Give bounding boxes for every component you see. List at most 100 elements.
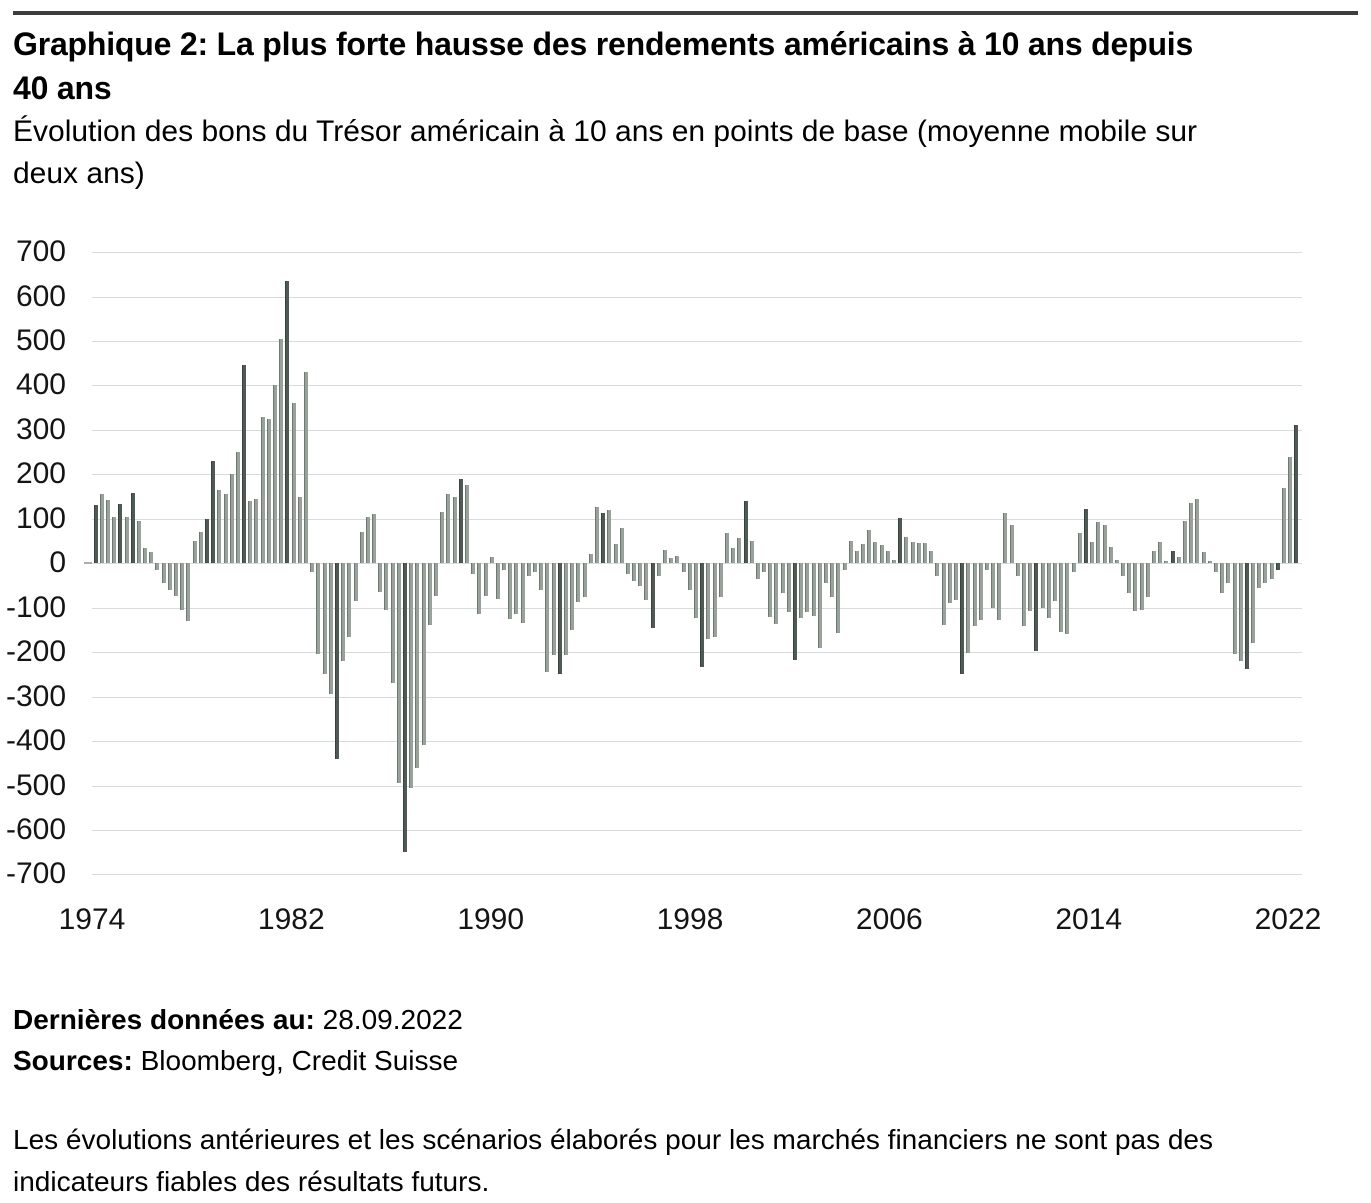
chart-bar-119 — [830, 563, 835, 598]
chart-bar-50 — [403, 563, 407, 853]
chart-bar-172 — [1158, 541, 1163, 564]
sources-label: Sources: — [13, 1045, 133, 1076]
chart-bar-163 — [1102, 524, 1107, 564]
x-axis-label-2022: 2022 — [1254, 903, 1322, 936]
gridline-600 — [92, 296, 1302, 298]
chart-bar-187 — [1251, 563, 1255, 643]
chart-bar-96 — [687, 563, 692, 591]
chart-bar-21 — [223, 494, 228, 564]
chart-bar-156 — [1059, 563, 1064, 633]
chart-bar-97 — [693, 563, 698, 619]
chart-bar-99 — [706, 563, 711, 640]
chart-title: Graphique 2: La plus forte hausse des re… — [13, 22, 1358, 110]
chart-bar-139 — [953, 563, 958, 600]
chart-bar-14 — [180, 563, 185, 610]
chart-bar-66 — [502, 563, 506, 570]
chart-title-line2: 40 ans — [13, 70, 112, 106]
chart-bar-16 — [192, 541, 197, 564]
chart-bar-191 — [1275, 563, 1280, 570]
y-axis-label--500: -500 — [5, 768, 66, 802]
chart-bar-28 — [266, 418, 271, 564]
chart-bar-88 — [638, 563, 643, 586]
chart-bar-111 — [780, 563, 785, 593]
chart-bar-194 — [1294, 425, 1299, 564]
chart-bar-27 — [260, 416, 265, 564]
chart-bar-178 — [1195, 498, 1200, 564]
x-axis-label-1982: 1982 — [257, 903, 325, 936]
chart-bar-23 — [235, 452, 240, 564]
chart-bar-33 — [297, 496, 302, 564]
chart-bar-7 — [136, 521, 141, 564]
chart-bar-53 — [421, 563, 426, 746]
chart-bar-128 — [885, 551, 890, 564]
chart-bar-62 — [477, 563, 482, 615]
chart-bar-117 — [817, 563, 822, 648]
y-axis-label-700: 700 — [15, 235, 66, 268]
bar-chart: 700 600 500 400 300 200 100 0 -100 -200 -300 -400 -5… — [0, 235, 1371, 940]
chart-bar-1 — [99, 494, 104, 564]
chart-bar-35 — [310, 563, 315, 573]
chart-bar-109 — [768, 563, 773, 618]
gridline-700 — [92, 252, 1302, 253]
chart-bar-176 — [1182, 521, 1187, 564]
chart-bar-193 — [1288, 456, 1293, 564]
chart-bar-65 — [495, 563, 500, 599]
chart-bar-127 — [879, 545, 884, 564]
chart-bar-174 — [1170, 551, 1175, 564]
chart-bar-22 — [229, 474, 234, 564]
chart-bar-100 — [712, 563, 717, 637]
chart-bar-167 — [1127, 563, 1132, 593]
chart-bar-148 — [1009, 525, 1014, 564]
y-axis-label-600: 600 — [15, 279, 66, 313]
chart-bar-36 — [316, 563, 321, 655]
last-data-line: Dernières données au: 28.09.2022 — [13, 999, 463, 1040]
chart-bar-171 — [1152, 551, 1156, 564]
gridline-500 — [92, 340, 1302, 342]
y-axis-label-0: 0 — [49, 546, 66, 580]
chart-bar-54 — [427, 563, 432, 626]
chart-bar-40 — [341, 563, 346, 661]
gridline-400 — [92, 385, 1302, 387]
y-axis-label-400: 400 — [15, 368, 66, 402]
chart-bar-92 — [663, 549, 667, 564]
plot-area: 1974 1982 1990 1998 2006 2014 2022 — [59, 252, 1321, 936]
chart-bar-169 — [1139, 563, 1144, 611]
chart-bar-192 — [1282, 487, 1286, 564]
chart-bar-3 — [112, 517, 117, 564]
chart-bar-186 — [1244, 563, 1249, 669]
chart-bar-4 — [118, 504, 123, 564]
last-data-label: Dernières données au: — [13, 1004, 315, 1035]
chart-bar-19 — [211, 460, 216, 564]
chart-bar-81 — [594, 507, 599, 564]
chart-bar-118 — [823, 563, 828, 583]
chart-bar-145 — [991, 563, 996, 608]
gridline-100 — [92, 518, 1302, 520]
chart-bar-37 — [322, 563, 327, 675]
chart-bar-104 — [737, 538, 742, 564]
chart-bar-141 — [966, 563, 971, 653]
chart-bar-93 — [669, 558, 674, 564]
chart-bar-91 — [656, 563, 661, 577]
chart-bar-138 — [947, 563, 952, 604]
chart-bar-73 — [545, 563, 550, 673]
chart-bar-105 — [743, 501, 748, 564]
chart-bar-180 — [1207, 561, 1212, 564]
chart-bar-44 — [365, 516, 370, 564]
chart-bar-122 — [848, 541, 853, 564]
chart-bar-90 — [650, 563, 655, 628]
gridline--200 — [92, 652, 1302, 654]
y-axis-label-300: 300 — [15, 412, 66, 446]
chart-bar-42 — [353, 563, 358, 601]
chart-bar-189 — [1263, 563, 1268, 583]
chart-bar-59 — [458, 478, 463, 564]
chart-bar-67 — [508, 563, 513, 619]
chart-bar-29 — [273, 385, 277, 564]
chart-bar-173 — [1164, 561, 1169, 564]
chart-bar-179 — [1201, 552, 1206, 564]
chart-bar-47 — [384, 563, 389, 610]
chart-bar-181 — [1213, 563, 1218, 573]
chart-bar-106 — [749, 541, 754, 564]
chart-bar-52 — [415, 563, 420, 768]
chart-bar-80 — [588, 554, 593, 564]
gridline-300 — [92, 429, 1302, 431]
